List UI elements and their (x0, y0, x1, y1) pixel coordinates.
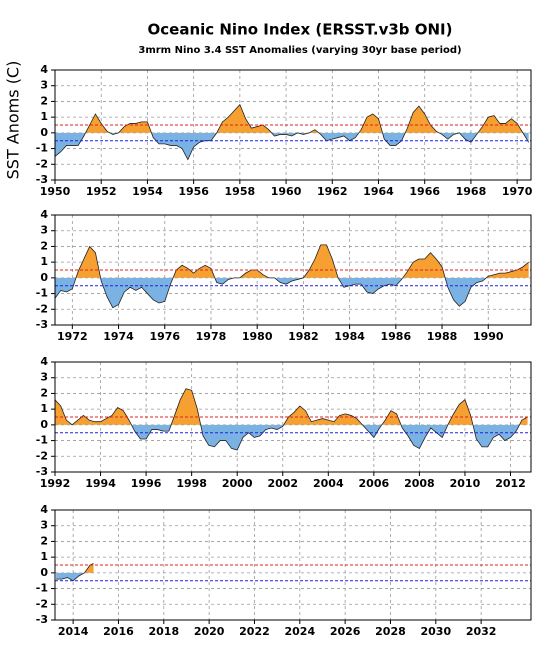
panel: -3 -2 -1 0 1 2 3 4 1950 1952 1954 1956 1958 1960 1962 1… (36, 63, 533, 198)
y-tick-label: -3 (36, 613, 48, 626)
y-tick-label: -1 (36, 142, 48, 155)
x-tick-label: 2030 (420, 625, 451, 638)
y-tick-label: -1 (36, 287, 48, 300)
panel: -3 -2 -1 0 1 2 3 4 2014 2016 2018 2020 2022 2024 2026 2… (36, 503, 532, 638)
x-tick-label: 2000 (222, 477, 253, 490)
negative-fill (55, 277, 487, 308)
x-tick-label: 2010 (450, 477, 481, 490)
chart-subtitle: 3mrm Nino 3.4 SST Anomalies (varying 30y… (138, 45, 461, 56)
y-tick-label: 2 (40, 94, 48, 107)
x-tick-label: 1970 (502, 185, 533, 198)
plot-frame (54, 509, 532, 621)
y-tick-label: 4 (40, 63, 48, 76)
x-tick-label: 2024 (284, 625, 315, 638)
y-tick-label: 3 (40, 371, 48, 384)
x-tick-label: 1968 (456, 185, 487, 198)
x-tick-label: 1962 (317, 185, 348, 198)
x-tick-label: 2012 (495, 477, 526, 490)
plot-frame (54, 69, 532, 181)
positive-fill (56, 563, 94, 573)
y-tick-label: 0 (40, 418, 48, 431)
oni-line (54, 244, 529, 309)
x-tick-label: 1950 (40, 185, 71, 198)
y-tick-label: 3 (40, 79, 48, 92)
chart-title: Oceanic Nino Index (ERSST.v3b ONI) (148, 21, 453, 39)
y-tick-label: -3 (36, 465, 48, 478)
x-tick-label: 1998 (176, 477, 207, 490)
oni-line (56, 563, 94, 582)
x-tick-label: 1964 (363, 185, 394, 198)
x-tick-label: 2028 (375, 625, 406, 638)
y-tick-label: 4 (40, 503, 48, 516)
y-tick-label: 4 (40, 208, 48, 221)
y-tick-label: 1 (40, 402, 48, 415)
x-tick-label: 1978 (196, 330, 227, 343)
x-tick-label: 1972 (57, 330, 88, 343)
y-tick-label: -2 (36, 449, 48, 462)
panel: -3 -2 -1 0 1 2 3 4 1992 1994 1996 1998 2000 2002 2004 2… (36, 355, 532, 490)
x-tick-label: 2008 (404, 477, 435, 490)
negative-fill (72, 424, 520, 450)
negative-fill (55, 132, 529, 160)
x-tick-label: 1954 (132, 185, 163, 198)
x-tick-label: 1960 (271, 185, 302, 198)
x-tick-label: 2004 (313, 477, 344, 490)
y-tick-label: 0 (40, 126, 48, 139)
x-tick-label: 1988 (427, 330, 458, 343)
oni-line (54, 103, 530, 161)
x-tick-label: 2002 (267, 477, 298, 490)
y-tick-label: 2 (40, 239, 48, 252)
positive-fill (55, 388, 528, 425)
panel: -3 -2 -1 0 1 2 3 4 1972 1974 1976 1978 1980 1982 1984 1… (36, 208, 532, 343)
y-axis-label: SST Anoms (C) (4, 61, 23, 180)
x-tick-label: 2020 (194, 625, 225, 638)
x-tick-label: 1952 (86, 185, 117, 198)
x-tick-label: 1956 (178, 185, 209, 198)
y-tick-label: 0 (40, 271, 48, 284)
y-tick-label: -3 (36, 173, 48, 186)
y-tick-label: -2 (36, 157, 48, 170)
y-tick-label: 3 (40, 224, 48, 237)
x-tick-label: 1992 (40, 477, 71, 490)
x-tick-label: 1990 (473, 330, 504, 343)
x-tick-label: 1966 (409, 185, 440, 198)
y-tick-label: 4 (40, 355, 48, 368)
x-tick-label: 2022 (239, 625, 270, 638)
x-tick-label: 1984 (334, 330, 365, 343)
y-tick-label: 1 (40, 110, 48, 123)
y-tick-label: 3 (40, 519, 48, 532)
x-tick-label: 2016 (103, 625, 134, 638)
oni-line (54, 388, 528, 451)
y-tick-label: 2 (40, 386, 48, 399)
y-tick-label: 1 (40, 255, 48, 268)
x-tick-label: 1986 (381, 330, 412, 343)
x-tick-label: 2018 (148, 625, 179, 638)
x-tick-label: 2014 (58, 625, 89, 638)
y-tick-label: -1 (36, 582, 48, 595)
x-tick-label: 1974 (103, 330, 134, 343)
x-tick-label: 2026 (330, 625, 361, 638)
x-tick-label: 1976 (149, 330, 180, 343)
y-tick-label: 1 (40, 550, 48, 563)
y-tick-label: -1 (36, 434, 48, 447)
x-tick-label: 1982 (288, 330, 319, 343)
plot-frame (54, 361, 532, 473)
positive-fill (55, 104, 529, 133)
x-tick-label: 2006 (359, 477, 390, 490)
y-tick-label: 2 (40, 534, 48, 547)
x-tick-label: 2032 (466, 625, 497, 638)
x-tick-label: 1996 (131, 477, 162, 490)
x-tick-label: 1980 (242, 330, 273, 343)
x-tick-label: 1994 (85, 477, 116, 490)
plot-frame (54, 214, 532, 326)
y-tick-label: -2 (36, 302, 48, 315)
x-tick-label: 1958 (225, 185, 256, 198)
y-tick-label: -2 (36, 597, 48, 610)
y-tick-label: -3 (36, 318, 48, 331)
y-tick-label: 0 (40, 566, 48, 579)
